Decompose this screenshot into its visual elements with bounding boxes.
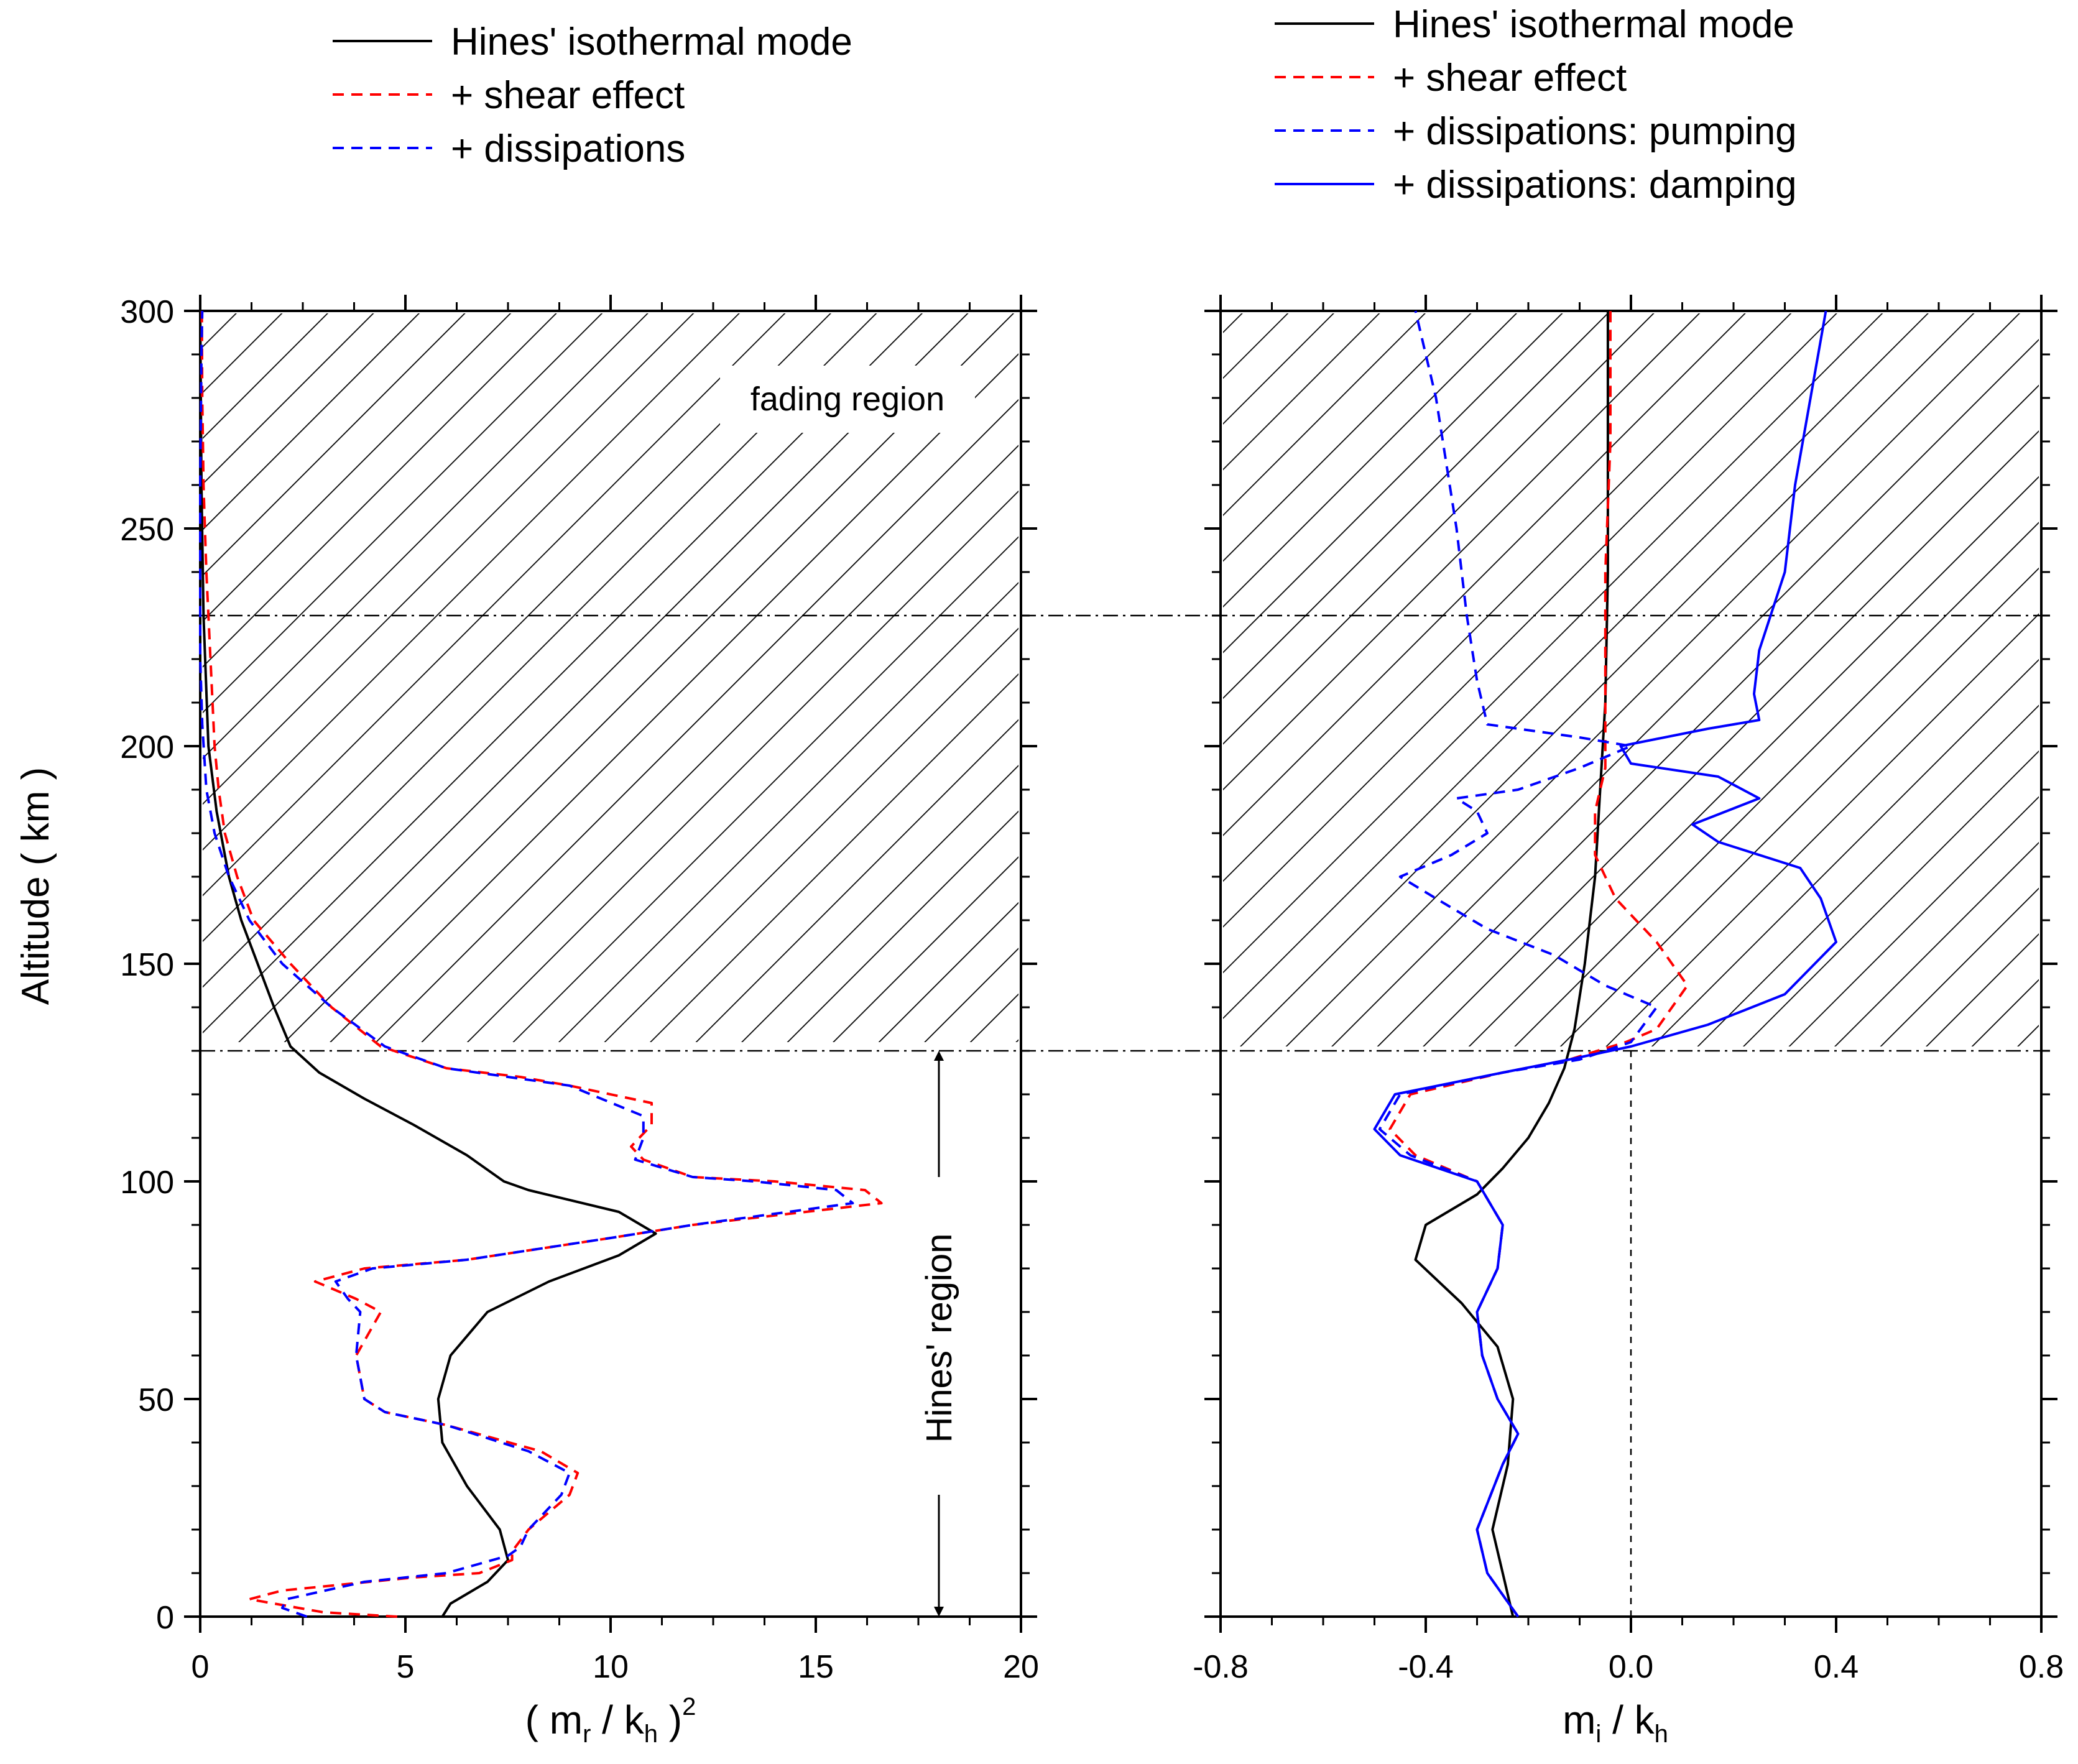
y-tick-label: 150 bbox=[120, 947, 174, 983]
legend-label: Hines' isothermal mode bbox=[1393, 3, 1794, 46]
x-tick-label: -0.8 bbox=[1193, 1649, 1249, 1685]
left-ticks bbox=[184, 295, 1037, 1633]
right-series bbox=[1373, 310, 1837, 1618]
hines-region-annotation: Hines' region bbox=[919, 1051, 959, 1617]
right-legend: Hines' isothermal mode + shear effect + di… bbox=[1275, 3, 1797, 206]
left-series bbox=[199, 310, 883, 1618]
y-tick-label: 250 bbox=[120, 512, 174, 548]
left-legend: Hines' isothermal mode + shear effect + di… bbox=[333, 21, 852, 170]
x-tick-label: 15 bbox=[798, 1649, 834, 1685]
legend-label: + dissipations: damping bbox=[1393, 164, 1797, 206]
x-tick-label: 0.8 bbox=[2019, 1649, 2064, 1685]
legend-label: Hines' isothermal mode bbox=[451, 21, 852, 63]
y-tick-label: 50 bbox=[138, 1382, 174, 1418]
left-x-axis-title: ( mr / kh )2 bbox=[525, 1693, 696, 1748]
legend-label: + dissipations: pumping bbox=[1393, 110, 1797, 153]
y-tick-label: 0 bbox=[156, 1600, 174, 1636]
y-tick-label: 200 bbox=[120, 729, 174, 765]
y-tick-label: 300 bbox=[120, 294, 174, 330]
legend-label: + shear effect bbox=[1393, 57, 1627, 99]
x-tick-label: 20 bbox=[1003, 1649, 1039, 1685]
legend-label: + dissipations bbox=[451, 127, 685, 170]
left-y-tick-labels: 0 50 100 150 200 250 300 bbox=[120, 294, 174, 1636]
series-line bbox=[200, 310, 883, 1618]
series-line bbox=[199, 310, 854, 1618]
legend-label: + shear effect bbox=[451, 74, 685, 117]
series-line bbox=[199, 310, 657, 1618]
y-tick-label: 100 bbox=[120, 1165, 174, 1201]
right-ticks bbox=[1204, 295, 2057, 1633]
x-tick-label: 0.0 bbox=[1609, 1649, 1653, 1685]
x-tick-label: -0.4 bbox=[1398, 1649, 1454, 1685]
x-tick-label: 10 bbox=[593, 1649, 629, 1685]
right-hatch bbox=[1223, 313, 2039, 1046]
fading-region-hatch bbox=[203, 313, 1018, 1042]
right-x-axis-title: mi / kh bbox=[1563, 1697, 1668, 1748]
right-x-tick-labels: -0.8 -0.4 0.0 0.4 0.8 bbox=[1193, 1649, 2064, 1685]
x-tick-label: 0 bbox=[192, 1649, 210, 1685]
fading-region-label: fading region bbox=[750, 381, 944, 418]
fading-region-label-box bbox=[720, 366, 975, 433]
y-axis-title: Altitude ( km ) bbox=[14, 767, 57, 1005]
series-line bbox=[1414, 311, 1609, 1617]
x-tick-label: 5 bbox=[397, 1649, 415, 1685]
hines-region-label: Hines' region bbox=[919, 1234, 959, 1443]
left-x-tick-labels: 0 5 10 15 20 bbox=[192, 1649, 1039, 1685]
series-line bbox=[1373, 310, 1837, 1618]
reference-lines bbox=[200, 614, 2041, 1052]
x-tick-label: 0.4 bbox=[1814, 1649, 1859, 1685]
